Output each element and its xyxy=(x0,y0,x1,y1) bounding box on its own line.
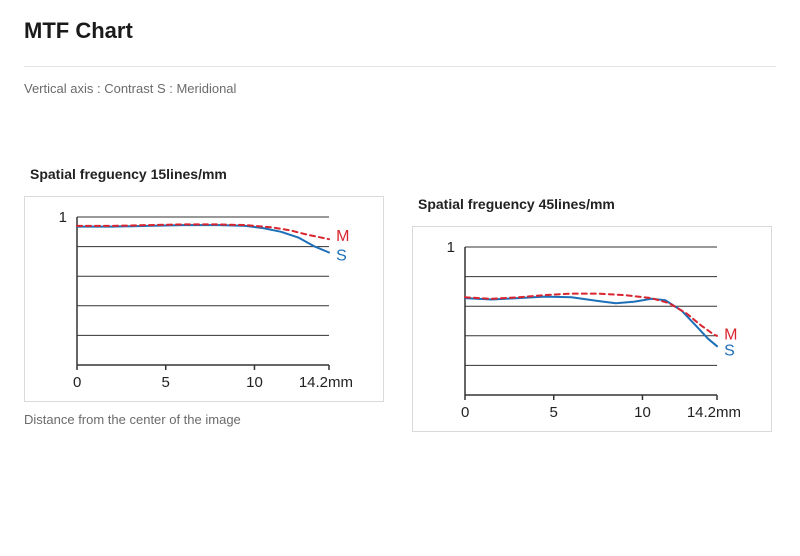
charts-row: Spatial freguency 15lines/mm 1051014.2mm… xyxy=(24,166,776,442)
chart-frame: 1051014.2mmMS xyxy=(412,226,772,432)
svg-text:10: 10 xyxy=(246,374,263,391)
axis-note: Vertical axis : Contrast S : Meridional xyxy=(24,81,776,96)
svg-text:14.2mm: 14.2mm xyxy=(687,404,741,421)
mtf-chart-15: 1051014.2mmMS xyxy=(33,205,373,395)
svg-text:10: 10 xyxy=(634,404,651,421)
chart-title: Spatial freguency 15lines/mm xyxy=(30,166,384,182)
svg-text:0: 0 xyxy=(73,374,81,391)
svg-text:M: M xyxy=(336,228,349,245)
svg-text:0: 0 xyxy=(461,404,469,421)
svg-text:5: 5 xyxy=(550,404,558,421)
chart-block-45lpmm: Spatial freguency 45lines/mm 1051014.2mm… xyxy=(412,166,772,442)
divider xyxy=(24,66,776,67)
chart-frame: 1051014.2mmMS xyxy=(24,196,384,402)
page-title: MTF Chart xyxy=(24,18,776,44)
chart-caption: Distance from the center of the image xyxy=(24,412,384,427)
svg-text:S: S xyxy=(336,247,347,264)
chart-block-15lpmm: Spatial freguency 15lines/mm 1051014.2mm… xyxy=(24,166,384,427)
svg-text:S: S xyxy=(724,343,735,360)
svg-text:1: 1 xyxy=(59,209,67,226)
svg-text:5: 5 xyxy=(162,374,170,391)
chart-title: Spatial freguency 45lines/mm xyxy=(418,196,772,212)
svg-text:M: M xyxy=(724,326,737,343)
mtf-chart-45: 1051014.2mmMS xyxy=(421,235,761,425)
svg-text:1: 1 xyxy=(447,239,455,256)
svg-text:14.2mm: 14.2mm xyxy=(299,374,353,391)
